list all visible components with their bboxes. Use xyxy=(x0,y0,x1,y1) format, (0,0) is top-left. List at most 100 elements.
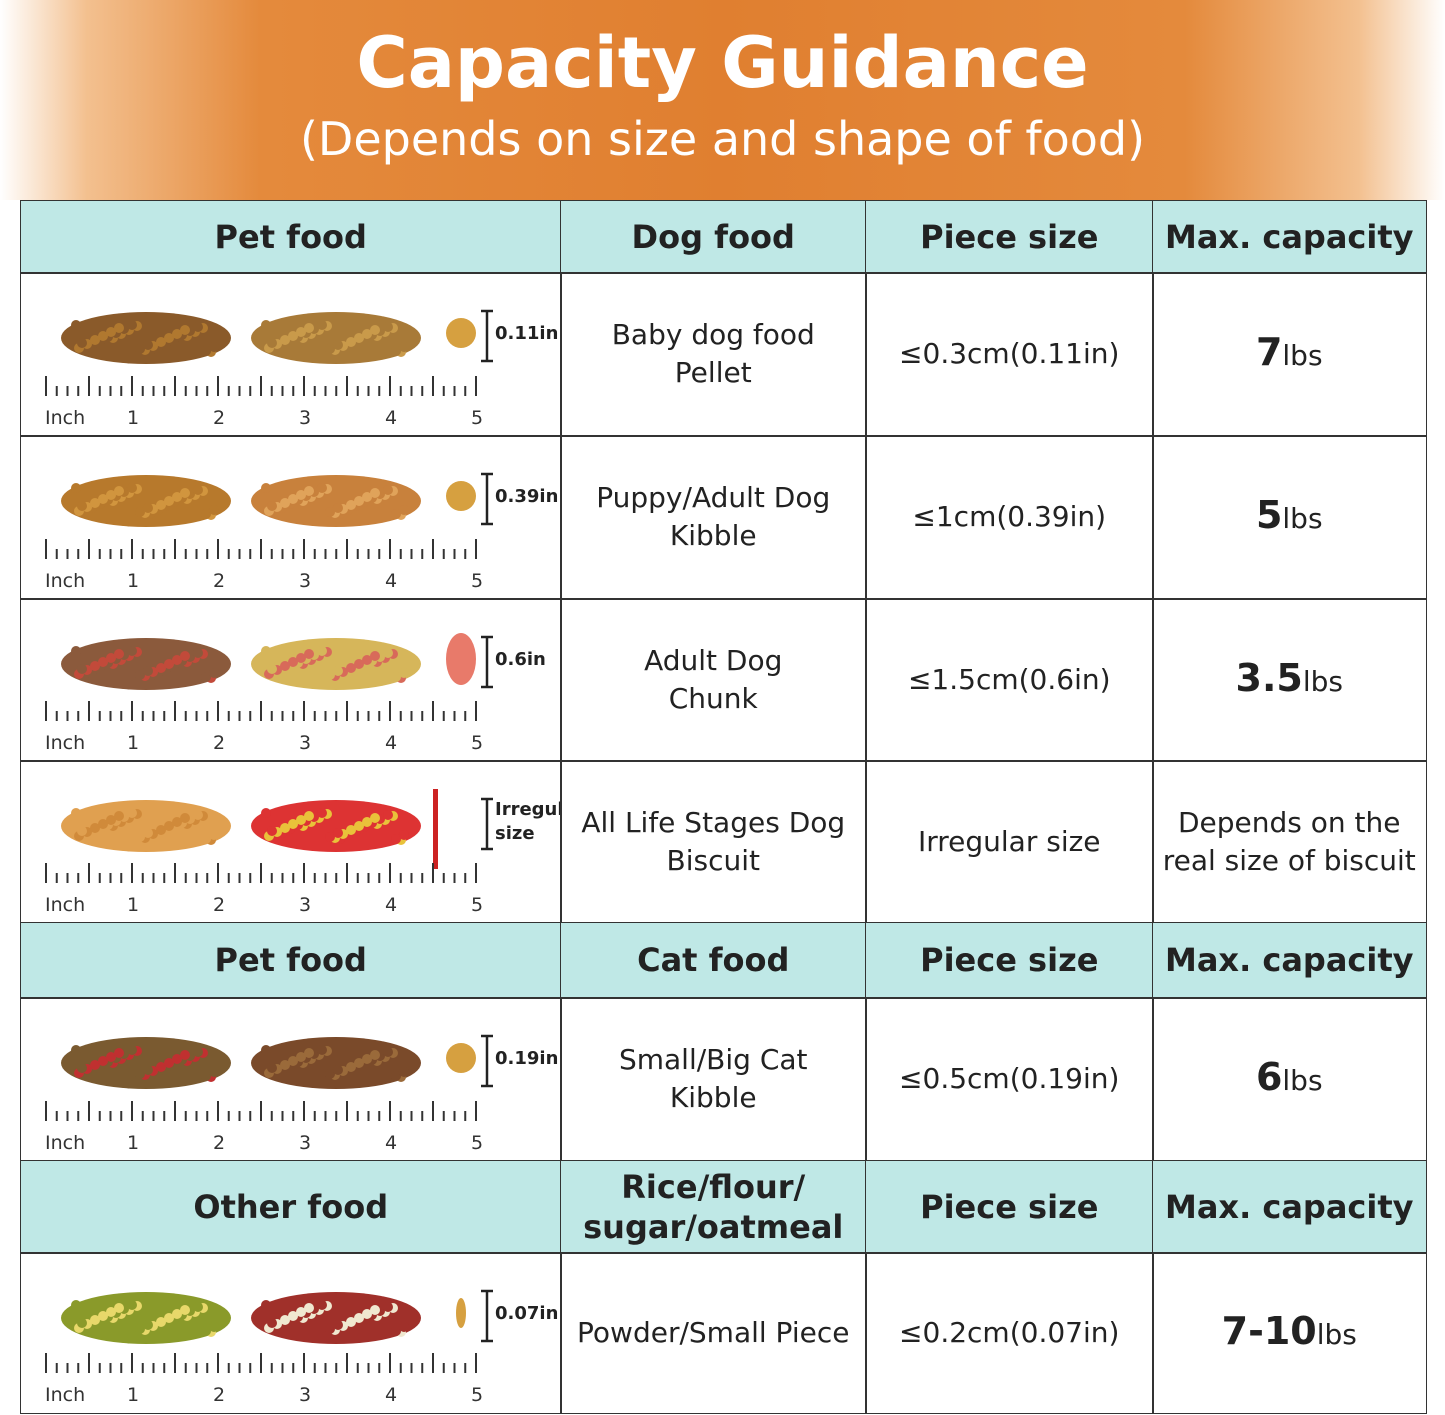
food-illustration: 0.6in Inch 1 2 3 4 5 xyxy=(45,633,546,754)
food-pile xyxy=(61,475,231,527)
text-line: Chunk xyxy=(668,681,758,715)
ruler-label: Inch xyxy=(45,407,85,429)
ruler-label: 3 xyxy=(299,407,311,429)
capacity-unit: lbs xyxy=(1316,1317,1357,1351)
size-bracket xyxy=(481,1034,493,1088)
food-illustration: 0.11in Inch 1 2 3 4 5 xyxy=(45,309,558,429)
capacity-value: 7-10 xyxy=(1221,1308,1317,1353)
text-line: sugar/oatmeal xyxy=(583,1207,844,1246)
text-line: Piece size xyxy=(920,1187,1099,1226)
ruler-label: 4 xyxy=(385,570,397,592)
capacity-value: 7 xyxy=(1255,330,1283,375)
food-piece xyxy=(446,481,476,511)
piece-size: ≤0.5cm(0.19in) xyxy=(865,997,1154,1162)
banner: Capacity Guidance (Depends on size and s… xyxy=(0,0,1445,200)
ruler-label: 2 xyxy=(213,1132,225,1154)
ruler-label: 4 xyxy=(385,894,397,916)
capacity-value: 5 xyxy=(1255,493,1283,538)
food-pile xyxy=(61,1037,231,1089)
piece-size: ≤1.5cm(0.6in) xyxy=(865,598,1154,762)
capacity: Depends on the real size of biscuit xyxy=(1152,760,1427,924)
food-pile xyxy=(61,1292,231,1344)
ruler-label: Inch xyxy=(45,732,85,754)
text-line: real size of biscuit xyxy=(1162,843,1416,877)
title: Capacity Guidance xyxy=(356,22,1089,104)
food-illustration: Irregular size Inch 1 2 3 4 5 xyxy=(45,789,561,916)
column-header: Dog food xyxy=(560,200,867,274)
column-header: Cat food xyxy=(560,922,867,999)
size-mark: 0.11in xyxy=(495,323,558,344)
text-line: Pellet xyxy=(674,356,752,390)
text-line: Puppy/Adult Dog xyxy=(596,481,831,515)
column-header: Other food xyxy=(20,1160,562,1254)
ruler-label: 5 xyxy=(471,1132,483,1154)
food-illustration: 0.07in Inch 1 2 3 4 5 xyxy=(45,1289,558,1406)
capacity-line: 7lbs xyxy=(1256,333,1323,375)
capacity-line: 6lbs xyxy=(1256,1058,1323,1100)
text-line: Max. capacity xyxy=(1164,1187,1414,1226)
text-line: Small/Big Cat xyxy=(618,1043,808,1077)
size-bracket xyxy=(481,1289,493,1343)
food-name: Powder/Small Piece xyxy=(560,1252,867,1414)
ruler-label: 1 xyxy=(127,894,139,916)
capacity-line: 3.5lbs xyxy=(1236,659,1343,701)
size-mark: 0.6in xyxy=(495,649,546,670)
ruler-label: 4 xyxy=(385,1384,397,1406)
food-piece xyxy=(446,1043,476,1073)
ruler-label: 1 xyxy=(127,1132,139,1154)
capacity-unit: lbs xyxy=(1282,1064,1323,1098)
food-pile xyxy=(251,1292,421,1344)
column-header: Max. capacity xyxy=(1152,200,1427,274)
ruler-label: 5 xyxy=(471,732,483,754)
ruler-label: 2 xyxy=(213,732,225,754)
ruler-label: 1 xyxy=(127,1384,139,1406)
ruler-label: Inch xyxy=(45,1132,85,1154)
ruler-label: 3 xyxy=(299,732,311,754)
capacity-value: 6 xyxy=(1255,1055,1283,1100)
text-line: Pet food xyxy=(214,217,367,256)
ruler-label: Inch xyxy=(45,894,85,916)
food-pile xyxy=(251,638,421,690)
ruler-label: 1 xyxy=(127,407,139,429)
text-line: Biscuit xyxy=(666,843,760,877)
capacity-unit: lbs xyxy=(1302,664,1343,698)
size-bracket xyxy=(481,797,493,851)
food-piece xyxy=(446,318,476,348)
text-line: Max. capacity xyxy=(1164,941,1414,980)
text-line: Dog food xyxy=(631,217,795,256)
text-line: Kibble xyxy=(669,519,757,553)
column-header: Pet food xyxy=(20,922,562,999)
text-line: Cat food xyxy=(637,941,790,980)
ruler-label: 4 xyxy=(385,732,397,754)
text-line: Kibble xyxy=(669,1081,757,1115)
text-line: Depends on the xyxy=(1177,805,1401,839)
piece-size: ≤1cm(0.39in) xyxy=(865,435,1154,600)
food-pile xyxy=(61,312,231,364)
food-pile xyxy=(61,638,231,690)
capacity-unit: lbs xyxy=(1282,339,1323,373)
ruler-label: 2 xyxy=(213,1384,225,1406)
food-illustration: 0.19in Inch 1 2 3 4 5 xyxy=(45,1034,558,1154)
subtitle: (Depends on size and shape of food) xyxy=(299,112,1146,166)
capacity-line: 7-10lbs xyxy=(1222,1312,1357,1354)
text-line: Other food xyxy=(193,1187,389,1226)
text-line: Powder/Small Piece xyxy=(577,1315,850,1349)
column-header: Pet food xyxy=(20,200,562,274)
ruler-label: 3 xyxy=(299,1132,311,1154)
piece-size: ≤0.2cm(0.07in) xyxy=(865,1252,1154,1414)
food-piece xyxy=(456,1298,466,1328)
food-name: Puppy/Adult Dog Kibble xyxy=(560,435,867,600)
text-line: Max. capacity xyxy=(1164,217,1414,256)
piece-size: ≤0.3cm(0.11in) xyxy=(865,272,1154,437)
size-mark: size xyxy=(495,823,535,844)
ruler-label: 1 xyxy=(127,570,139,592)
column-header: Piece size xyxy=(865,922,1154,999)
ruler-label: 2 xyxy=(213,894,225,916)
column-header: Max. capacity xyxy=(1152,922,1427,999)
ruler-label: 5 xyxy=(471,570,483,592)
column-header: Max. capacity xyxy=(1152,1160,1427,1254)
food-image-cell: 0.39in Inch 1 2 3 4 5 xyxy=(20,435,562,600)
food-name: All Life Stages Dog Biscuit xyxy=(560,760,867,924)
column-header: Piece size xyxy=(865,1160,1154,1254)
